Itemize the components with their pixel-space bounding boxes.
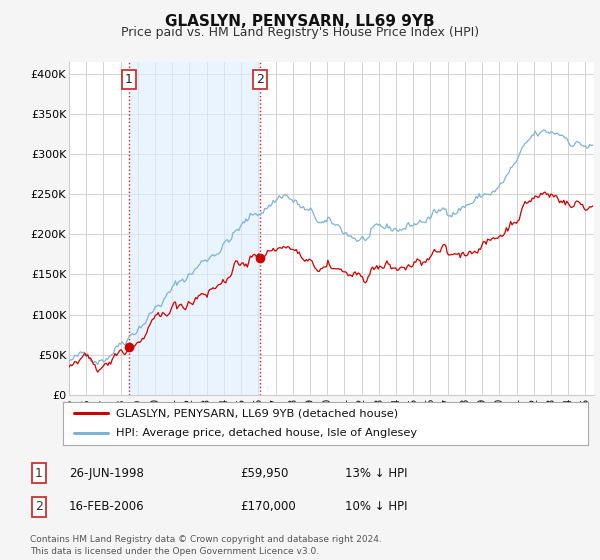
Text: Price paid vs. HM Land Registry's House Price Index (HPI): Price paid vs. HM Land Registry's House …: [121, 26, 479, 39]
Text: HPI: Average price, detached house, Isle of Anglesey: HPI: Average price, detached house, Isle…: [115, 428, 416, 438]
Text: GLASLYN, PENYSARN, LL69 9YB: GLASLYN, PENYSARN, LL69 9YB: [165, 14, 435, 29]
Text: 1: 1: [35, 466, 43, 480]
Text: 13% ↓ HPI: 13% ↓ HPI: [345, 466, 407, 480]
Text: £170,000: £170,000: [240, 500, 296, 514]
Text: 26-JUN-1998: 26-JUN-1998: [69, 466, 144, 480]
Text: 1: 1: [125, 73, 133, 86]
Text: 16-FEB-2006: 16-FEB-2006: [69, 500, 145, 514]
Text: GLASLYN, PENYSARN, LL69 9YB (detached house): GLASLYN, PENYSARN, LL69 9YB (detached ho…: [115, 408, 398, 418]
Text: 2: 2: [256, 73, 265, 86]
Text: 2: 2: [35, 500, 43, 514]
Text: 10% ↓ HPI: 10% ↓ HPI: [345, 500, 407, 514]
Bar: [129, 62, 260, 395]
Text: £59,950: £59,950: [240, 466, 289, 480]
Text: Contains HM Land Registry data © Crown copyright and database right 2024.
This d: Contains HM Land Registry data © Crown c…: [30, 535, 382, 556]
